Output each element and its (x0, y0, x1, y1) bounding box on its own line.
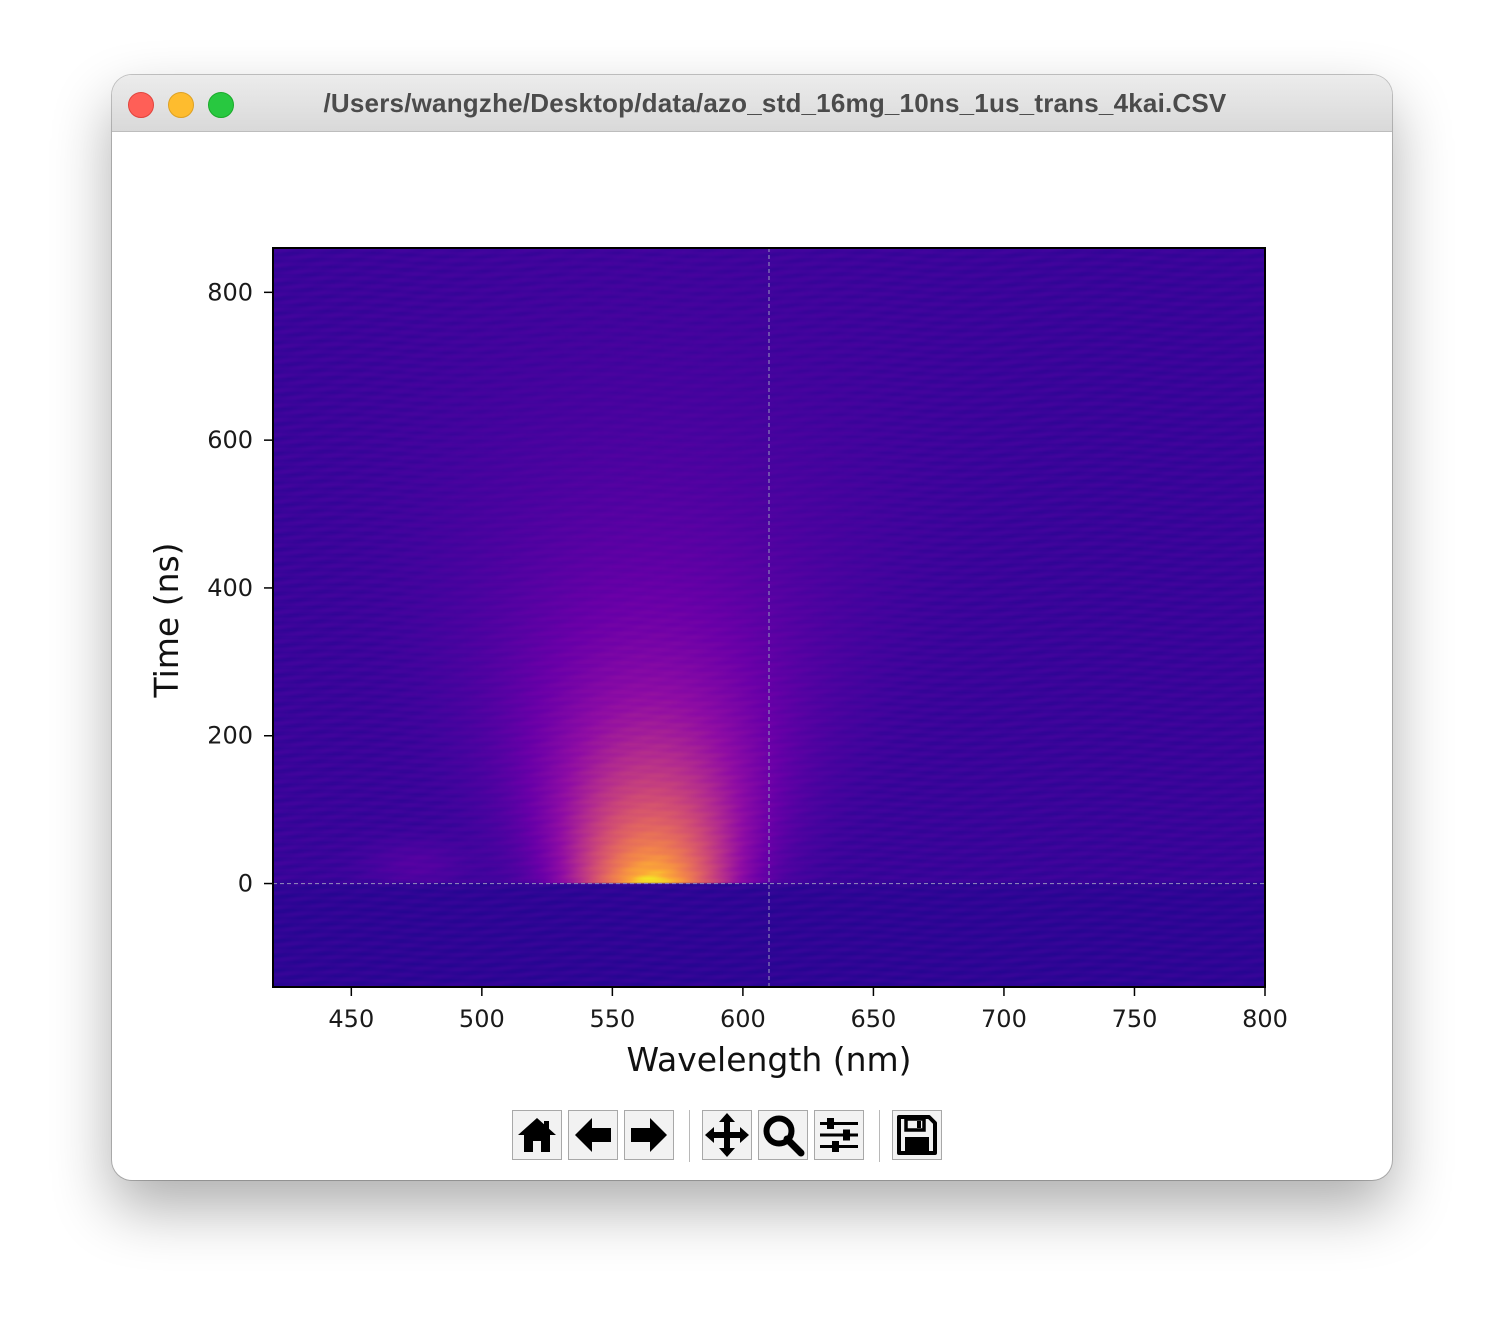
app-window: /Users/wangzhe/Desktop/data/azo_std_16mg… (112, 75, 1392, 1180)
move-icon (705, 1113, 749, 1157)
minimize-window-button[interactable] (168, 92, 194, 118)
close-window-button[interactable] (128, 92, 154, 118)
forward-button[interactable] (624, 1110, 674, 1160)
heatmap-image (273, 248, 1265, 987)
window-title: /Users/wangzhe/Desktop/data/azo_std_16mg… (323, 88, 1227, 118)
configure-subplots-button[interactable] (814, 1110, 864, 1160)
x-tick-label: 550 (589, 1005, 635, 1033)
y-tick-label: 0 (238, 870, 253, 898)
x-tick-label: 450 (328, 1005, 374, 1033)
y-axis: 800 600 400 200 0 (207, 278, 273, 898)
arrow-right-icon (631, 1118, 667, 1152)
toolbar-separator (689, 1110, 690, 1162)
magnifier-icon (763, 1115, 805, 1157)
title-bar: /Users/wangzhe/Desktop/data/azo_std_16mg… (112, 75, 1392, 132)
navigation-toolbar (112, 1110, 1392, 1162)
home-icon (518, 1118, 556, 1152)
maximize-window-button[interactable] (208, 92, 234, 118)
x-tick-label: 500 (459, 1005, 505, 1033)
y-axis-label: Time (ns) (147, 542, 186, 698)
zoom-button[interactable] (758, 1110, 808, 1160)
y-tick-label: 600 (207, 426, 253, 454)
x-axis-label: Wavelength (nm) (626, 1040, 911, 1079)
floppy-disk-icon (897, 1115, 937, 1155)
x-tick-label: 700 (981, 1005, 1027, 1033)
save-button[interactable] (892, 1110, 942, 1160)
x-axis: 450 500 550 600 650 700 750 800 (328, 987, 1288, 1033)
toolbar-separator (879, 1110, 880, 1162)
plot-frame (272, 247, 1266, 988)
sliders-icon (820, 1118, 858, 1152)
x-tick-label: 650 (851, 1005, 897, 1033)
back-button[interactable] (568, 1110, 618, 1160)
x-tick-label: 750 (1112, 1005, 1158, 1033)
heatmap-chart[interactable]: 450 500 550 600 650 700 750 800 800 600 400 200 0 W… (112, 75, 1392, 1105)
x-tick-label: 600 (720, 1005, 766, 1033)
pan-button[interactable] (702, 1110, 752, 1160)
y-tick-label: 400 (207, 574, 253, 602)
arrow-left-icon (575, 1118, 611, 1152)
y-tick-label: 800 (207, 278, 253, 306)
crosshair-lines (273, 248, 1265, 987)
home-button[interactable] (512, 1110, 562, 1160)
x-tick-label: 800 (1242, 1005, 1288, 1033)
y-tick-label: 200 (207, 722, 253, 750)
